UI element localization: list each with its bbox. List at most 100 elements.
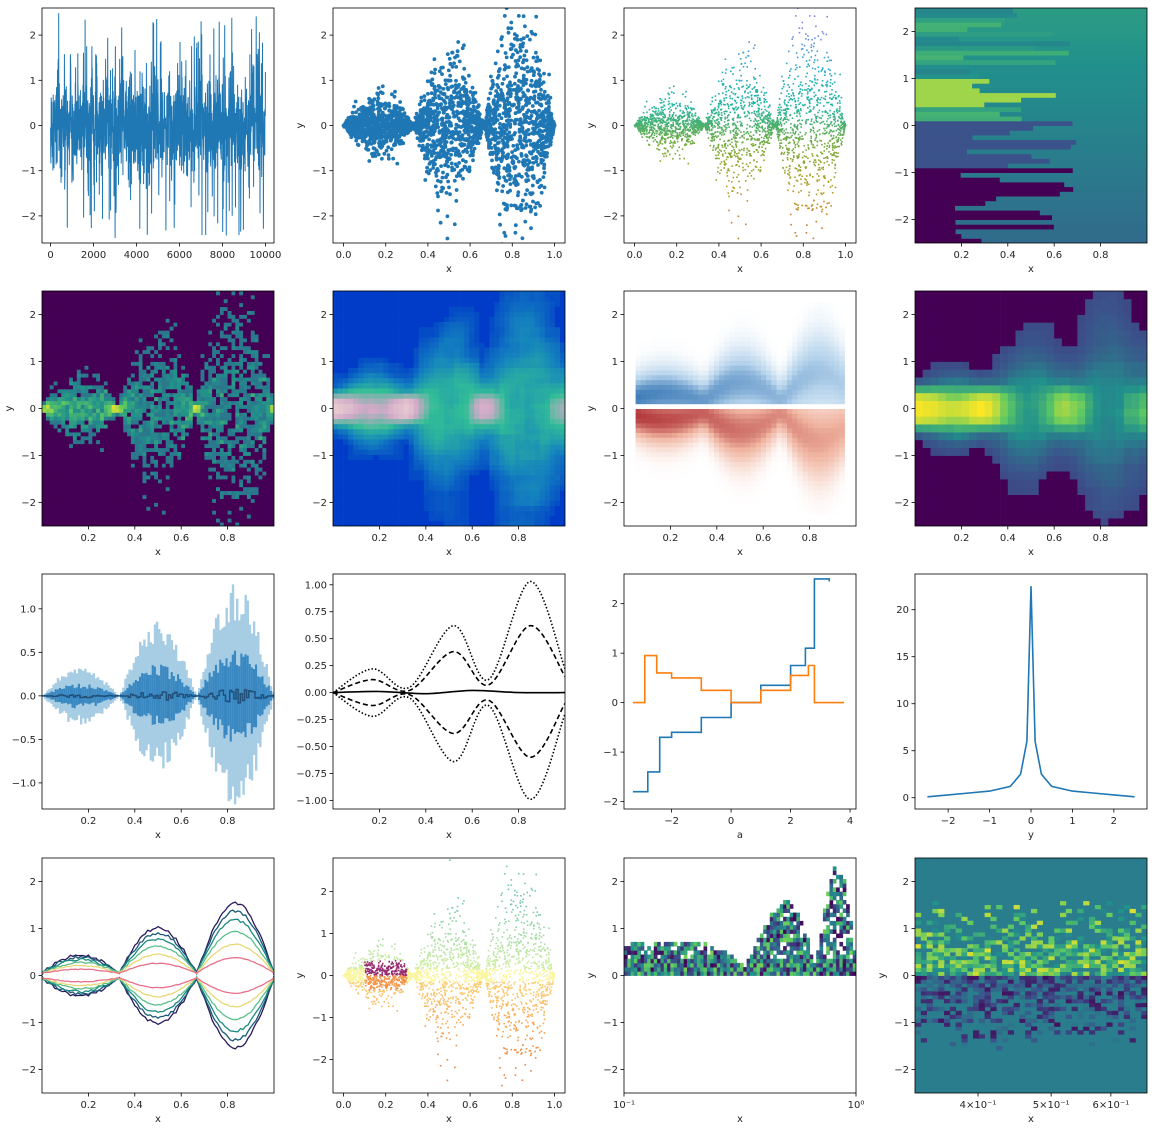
scatter-point — [705, 116, 708, 119]
scatter-point — [380, 84, 385, 89]
scatter-point — [418, 118, 423, 123]
scatter-point — [784, 108, 787, 110]
scatter-point — [735, 155, 737, 158]
scatter-point — [740, 63, 743, 65]
scatter-point — [785, 95, 788, 97]
scatter-point — [749, 162, 751, 164]
scatter-point — [834, 167, 836, 169]
scatter-point — [754, 118, 756, 120]
scatter-point — [721, 71, 724, 74]
scatter-point — [415, 136, 420, 141]
scatter-point — [727, 124, 729, 126]
scatter-point — [689, 135, 692, 137]
scatter-point — [663, 116, 665, 119]
scatter-point — [435, 121, 440, 126]
scatter-point — [733, 108, 735, 111]
scatter-point — [734, 135, 736, 137]
scatter-point — [792, 36, 794, 38]
scatter-point — [787, 173, 789, 175]
scatter-point — [791, 160, 794, 163]
scatter-point — [693, 142, 695, 144]
scatter-point — [761, 114, 763, 117]
scatter-point — [777, 136, 779, 138]
scatter-point — [663, 101, 665, 103]
scatter-point — [722, 131, 725, 133]
scatter-point — [425, 149, 429, 154]
scatter-point — [781, 87, 783, 90]
scatter-point — [654, 120, 656, 123]
scatter-point — [660, 127, 663, 130]
scatter-point — [807, 144, 809, 146]
scatter-point — [686, 140, 688, 143]
scatter-point — [681, 139, 683, 142]
scatter-point — [814, 79, 816, 81]
scatter-point — [792, 92, 794, 94]
scatter-point — [754, 44, 756, 47]
scatter-point — [714, 95, 717, 97]
scatter-point — [836, 145, 839, 148]
scatter-point — [787, 84, 789, 86]
scatter-point — [721, 153, 724, 155]
scatter-point — [756, 111, 758, 113]
scatter-point — [785, 135, 788, 138]
scatter-point — [458, 153, 463, 158]
scatter-point — [769, 129, 771, 131]
scatter-point — [806, 49, 808, 51]
scatter-point — [752, 103, 754, 105]
scatter-point — [494, 130, 499, 135]
scatter-point — [735, 143, 737, 145]
scatter-point — [697, 119, 700, 122]
scatter-point — [662, 113, 664, 115]
scatter-point — [715, 157, 717, 160]
scatter-point — [797, 155, 800, 157]
scatter-point — [484, 117, 489, 122]
scatter-point — [524, 49, 529, 54]
scatter-point — [807, 51, 810, 54]
scatter-point — [783, 109, 785, 111]
scatter-point — [421, 115, 425, 119]
scatter-point — [834, 171, 837, 174]
scatter-point — [737, 114, 739, 117]
scatter-point — [712, 109, 715, 112]
scatter-point — [529, 151, 533, 156]
scatter-point — [388, 131, 393, 136]
scatter-point — [450, 50, 455, 55]
scatter-point — [462, 77, 467, 81]
scatter-point — [660, 124, 663, 127]
scatter-point — [667, 92, 669, 95]
scatter-point — [816, 115, 819, 118]
scatter-point — [639, 130, 642, 133]
scatter-point — [533, 80, 538, 85]
scatter-point — [806, 92, 809, 95]
scatter-point — [798, 169, 800, 171]
scatter-point — [364, 139, 368, 144]
scatter-point — [432, 141, 437, 146]
scatter-point — [753, 87, 755, 89]
x-tick-label: 1.0 — [547, 250, 563, 261]
scatter-point — [512, 180, 516, 185]
scatter-point — [767, 117, 770, 120]
scatter-point — [808, 99, 810, 101]
scatter-point — [798, 93, 800, 95]
scatter-point — [502, 230, 507, 235]
scatter-point — [743, 133, 745, 136]
scatter-point — [544, 108, 548, 113]
scatter-point — [696, 120, 698, 122]
scatter-point — [764, 135, 766, 137]
scatter-point — [835, 156, 838, 158]
scatter-point — [744, 168, 747, 171]
scatter-point — [766, 130, 769, 132]
scatter-point — [763, 116, 765, 119]
scatter-point — [692, 118, 695, 121]
scatter-point — [791, 149, 793, 152]
scatter-point — [815, 161, 817, 164]
scatter-point — [729, 154, 732, 157]
scatter-point — [732, 107, 734, 110]
scatter-point — [761, 126, 763, 129]
scatter-point — [660, 131, 662, 133]
scatter-point — [766, 141, 769, 143]
scatter-point — [758, 98, 761, 101]
scatter-point — [798, 27, 801, 29]
scatter-point — [665, 132, 668, 135]
scatter-point — [816, 59, 819, 62]
